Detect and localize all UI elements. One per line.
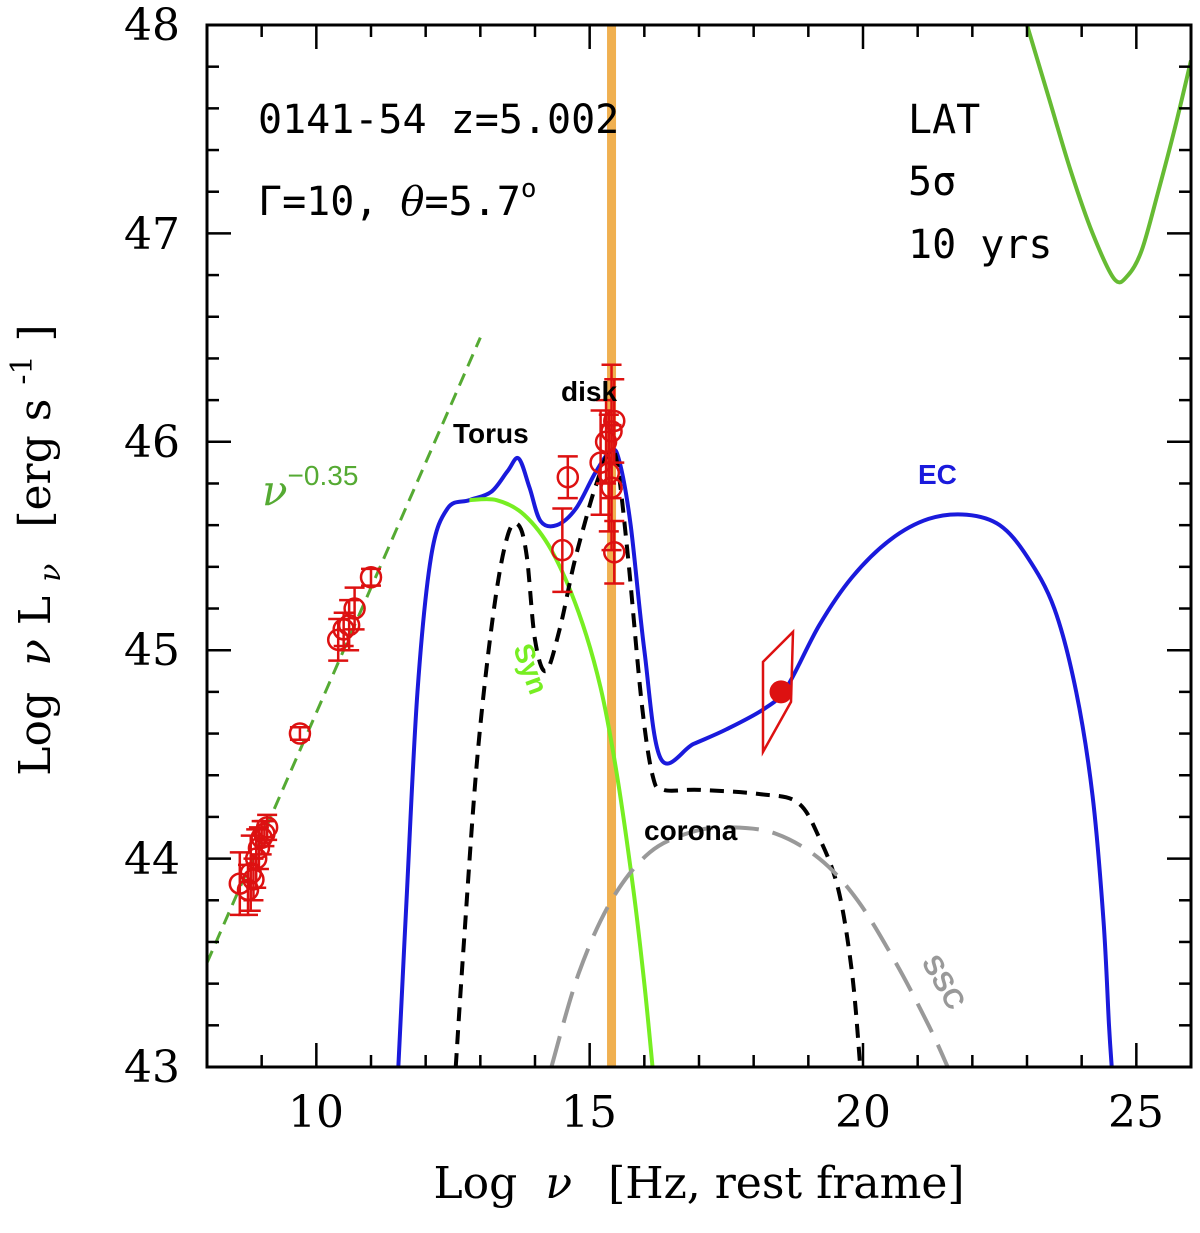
series-lat-5-10-yrs: [1025, 25, 1191, 285]
y-tick-label: 46: [124, 417, 180, 468]
y-tick-label: 48: [124, 0, 180, 51]
torus-label: Torus: [453, 418, 529, 449]
y-tick-label: 47: [124, 209, 180, 260]
lat-label: LAT: [908, 97, 980, 143]
x-tick-label: 20: [835, 1087, 891, 1138]
radio-data-point: [250, 826, 273, 850]
radio-data-point: [288, 722, 312, 745]
radio-data-point: [343, 597, 366, 620]
optical-data-point: [551, 538, 574, 562]
series-ec: [396, 447, 1114, 1067]
ssc-label: SSC: [916, 950, 972, 1015]
lat-years-label: 10 yrs: [908, 222, 1053, 268]
axis-ticks: [205, 23, 1193, 1069]
y-axis-title: Log ν L ν [erg s -1 ]: [0, 324, 71, 775]
x-tick-label: 25: [1108, 1087, 1164, 1138]
chart-title: 0141-54 z=5.002: [258, 97, 619, 143]
syn-label: Syn: [507, 639, 554, 698]
optical-data-point: [594, 430, 618, 454]
radio-data-point: [255, 816, 279, 839]
disk-label: disk: [561, 376, 617, 407]
chart-subtitle: Γ=10, θ=5.7o: [258, 174, 537, 225]
radio-data-point: [247, 836, 271, 860]
y-tick-label: 45: [124, 625, 180, 676]
optical-data-point: [556, 465, 580, 489]
series-syn: [469, 497, 655, 1067]
y-tick-label: 43: [124, 1042, 180, 1093]
radio-data-point: [337, 613, 361, 637]
lat-sigma-label: 5σ: [908, 159, 956, 205]
x-tick-label: 10: [288, 1087, 344, 1138]
optical-data-point: [600, 476, 623, 499]
radio-data-point: [359, 566, 383, 589]
y-tick-label: 44: [124, 834, 180, 885]
corona-label: corona: [644, 815, 738, 846]
xray-data-point: [769, 680, 793, 704]
ec-label: EC: [918, 459, 957, 490]
series-ssc: [549, 825, 950, 1067]
series-disk-torus-corona: [453, 447, 863, 1067]
power-law-label: ν−0.35: [262, 460, 358, 515]
xray-bowtie: [761, 628, 795, 757]
x-tick-label: 15: [561, 1087, 617, 1138]
x-axis-title: Log ν [Hz, rest frame]: [433, 1158, 964, 1209]
optical-data-point: [603, 541, 626, 564]
optical-data-point: [603, 409, 626, 433]
data-points: [228, 363, 795, 917]
